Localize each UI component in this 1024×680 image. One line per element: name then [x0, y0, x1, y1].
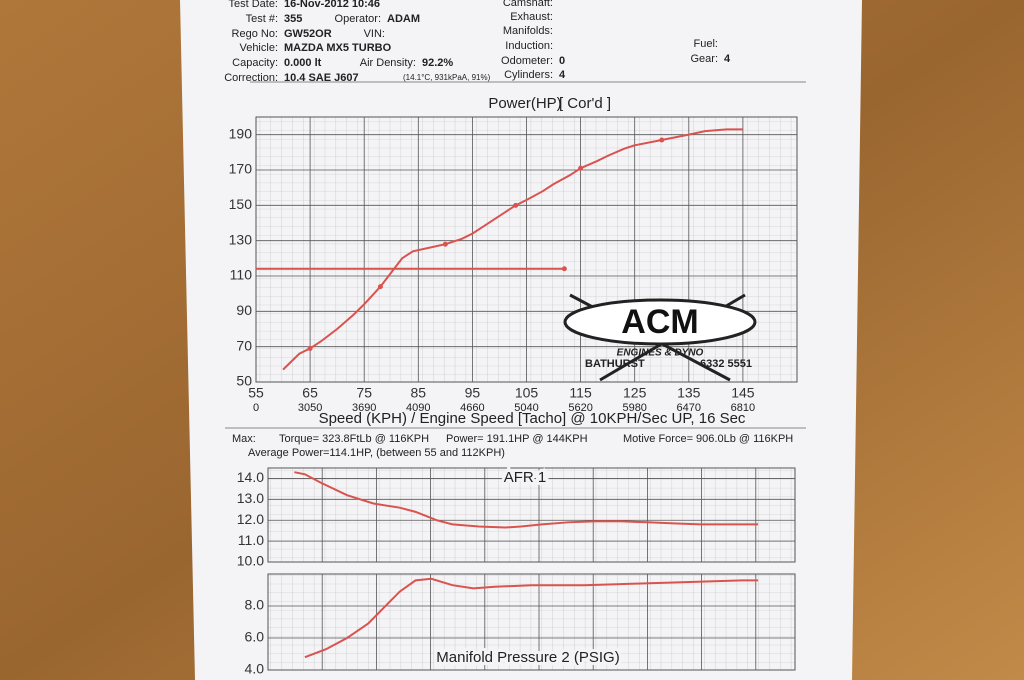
- series-line: [282, 128, 743, 371]
- x2-tick-label: 3690: [352, 402, 376, 414]
- x2-tick-label: 4660: [460, 402, 484, 414]
- x-tick-label: 125: [623, 385, 647, 401]
- point: [659, 137, 665, 143]
- field-label: Gear:: [690, 53, 718, 65]
- x-tick-label: 55: [248, 385, 264, 401]
- field-value: 0.000 lt: [284, 57, 322, 69]
- field-label: Manifolds:: [503, 25, 553, 37]
- max-item: Motive Force= 906.0Lb @ 116KPH: [623, 433, 793, 445]
- point: [561, 266, 567, 272]
- x2-tick-label: 5040: [514, 402, 538, 414]
- point: [442, 241, 448, 247]
- field-label: Induction:: [505, 40, 553, 52]
- y-tick-label: 110: [230, 267, 253, 283]
- y-tick-label: 4.0: [245, 661, 265, 677]
- field-value: GW52OR: [284, 28, 332, 40]
- y-tick-label: 50: [236, 373, 252, 389]
- field-label: Vehicle:: [239, 42, 278, 54]
- y-tick-label: 13.0: [237, 490, 264, 506]
- x-tick-label: 135: [677, 385, 701, 401]
- field-value: 16-Nov-2012 10:46: [284, 0, 380, 10]
- logo-sub: ENGINES & DYNO: [617, 348, 704, 359]
- x2-tick-label: 4090: [406, 402, 430, 414]
- x-tick-label: 105: [515, 385, 539, 401]
- y-tick-label: 150: [229, 196, 253, 212]
- max-item: Power= 191.1HP @ 144KPH: [446, 433, 588, 445]
- field-label: Rego No:: [232, 28, 278, 40]
- field-label: Correction:: [224, 72, 278, 84]
- y-tick-label: 70: [236, 337, 252, 353]
- max-item: Torque= 323.8FtLb @ 116KPH: [279, 433, 429, 445]
- field-label: Fuel:: [694, 38, 718, 50]
- logo-phone: 6332 5551: [700, 358, 752, 370]
- field-label: Test #:: [246, 13, 278, 25]
- plot-area: [267, 467, 796, 563]
- y-tick-label: 90: [236, 302, 252, 318]
- logo-town: BATHURST: [585, 358, 645, 370]
- x-tick-label: 95: [465, 385, 481, 401]
- y-tick-label: 11.0: [238, 532, 264, 548]
- x2-tick-label: 5980: [622, 402, 646, 414]
- y-tick-label: 8.0: [245, 597, 265, 613]
- series-line: [304, 577, 759, 659]
- field-value: 0: [559, 55, 565, 67]
- field-value: ADAM: [387, 13, 420, 25]
- x2-tick-label: 3050: [298, 402, 322, 414]
- field-value: 10.4 SAE J607: [284, 72, 359, 84]
- field-value: 92.2%: [422, 57, 453, 69]
- y-tick-label: 170: [229, 161, 253, 177]
- field-label: Capacity:: [232, 57, 278, 69]
- x2-tick-label: 0: [253, 402, 259, 414]
- x-tick-label: 85: [411, 385, 427, 401]
- chart-title: AFR 1: [504, 469, 547, 486]
- y-tick-label: 12.0: [237, 511, 264, 527]
- point: [513, 202, 519, 208]
- x2-tick-label: 6810: [731, 402, 755, 414]
- field-label: Air Density:: [360, 57, 416, 69]
- y-tick-label: 190: [229, 125, 253, 141]
- field-value: 4: [724, 53, 731, 65]
- chart-subtitle: [ Cor'd ]: [559, 95, 611, 112]
- field-value: 4: [559, 69, 566, 81]
- point: [377, 284, 383, 290]
- x2-tick-label: 5620: [568, 402, 592, 414]
- point: [578, 165, 584, 171]
- plot-area: [267, 573, 796, 671]
- x-tick-label: 75: [356, 385, 372, 401]
- x-axis-title: Speed (KPH) / Engine Speed [Tacho] @ 10K…: [319, 410, 746, 427]
- field-value: MAZDA MX5 TURBO: [284, 42, 392, 54]
- y-tick-label: 14.0: [237, 469, 264, 485]
- field-label: Camshaft:: [503, 0, 553, 9]
- max-label: Max:: [232, 433, 256, 445]
- logo: ACM ENGINES & DYNO BATHURST 6332 5551: [563, 293, 757, 382]
- chart-title: Power(HP): [488, 95, 561, 112]
- field-label: Exhaust:: [510, 11, 553, 23]
- x-tick-label: 145: [731, 385, 755, 401]
- x2-tick-label: 6470: [677, 402, 701, 414]
- logo-name: ACM: [621, 303, 698, 341]
- y-tick-label: 6.0: [245, 629, 265, 645]
- field-label: VIN:: [364, 28, 385, 40]
- series-line: [294, 471, 759, 529]
- point: [307, 345, 313, 351]
- average: Average Power=114.1HP, (between 55 and 1…: [248, 447, 505, 459]
- field-label: Cylinders:: [504, 69, 553, 81]
- field-label: Test Date:: [228, 0, 278, 10]
- field-label: Operator:: [335, 13, 381, 25]
- x-tick-label: 65: [302, 385, 318, 401]
- y-tick-label: 10.0: [237, 553, 264, 569]
- field-value: 355: [284, 13, 302, 25]
- y-tick-label: 130: [229, 231, 253, 247]
- field-label: Odometer:: [501, 55, 553, 67]
- header-note: (14.1°C, 931kPaA, 91%): [403, 73, 491, 82]
- x-tick-label: 115: [569, 385, 592, 401]
- chart-title: Manifold Pressure 2 (PSIG): [436, 649, 619, 666]
